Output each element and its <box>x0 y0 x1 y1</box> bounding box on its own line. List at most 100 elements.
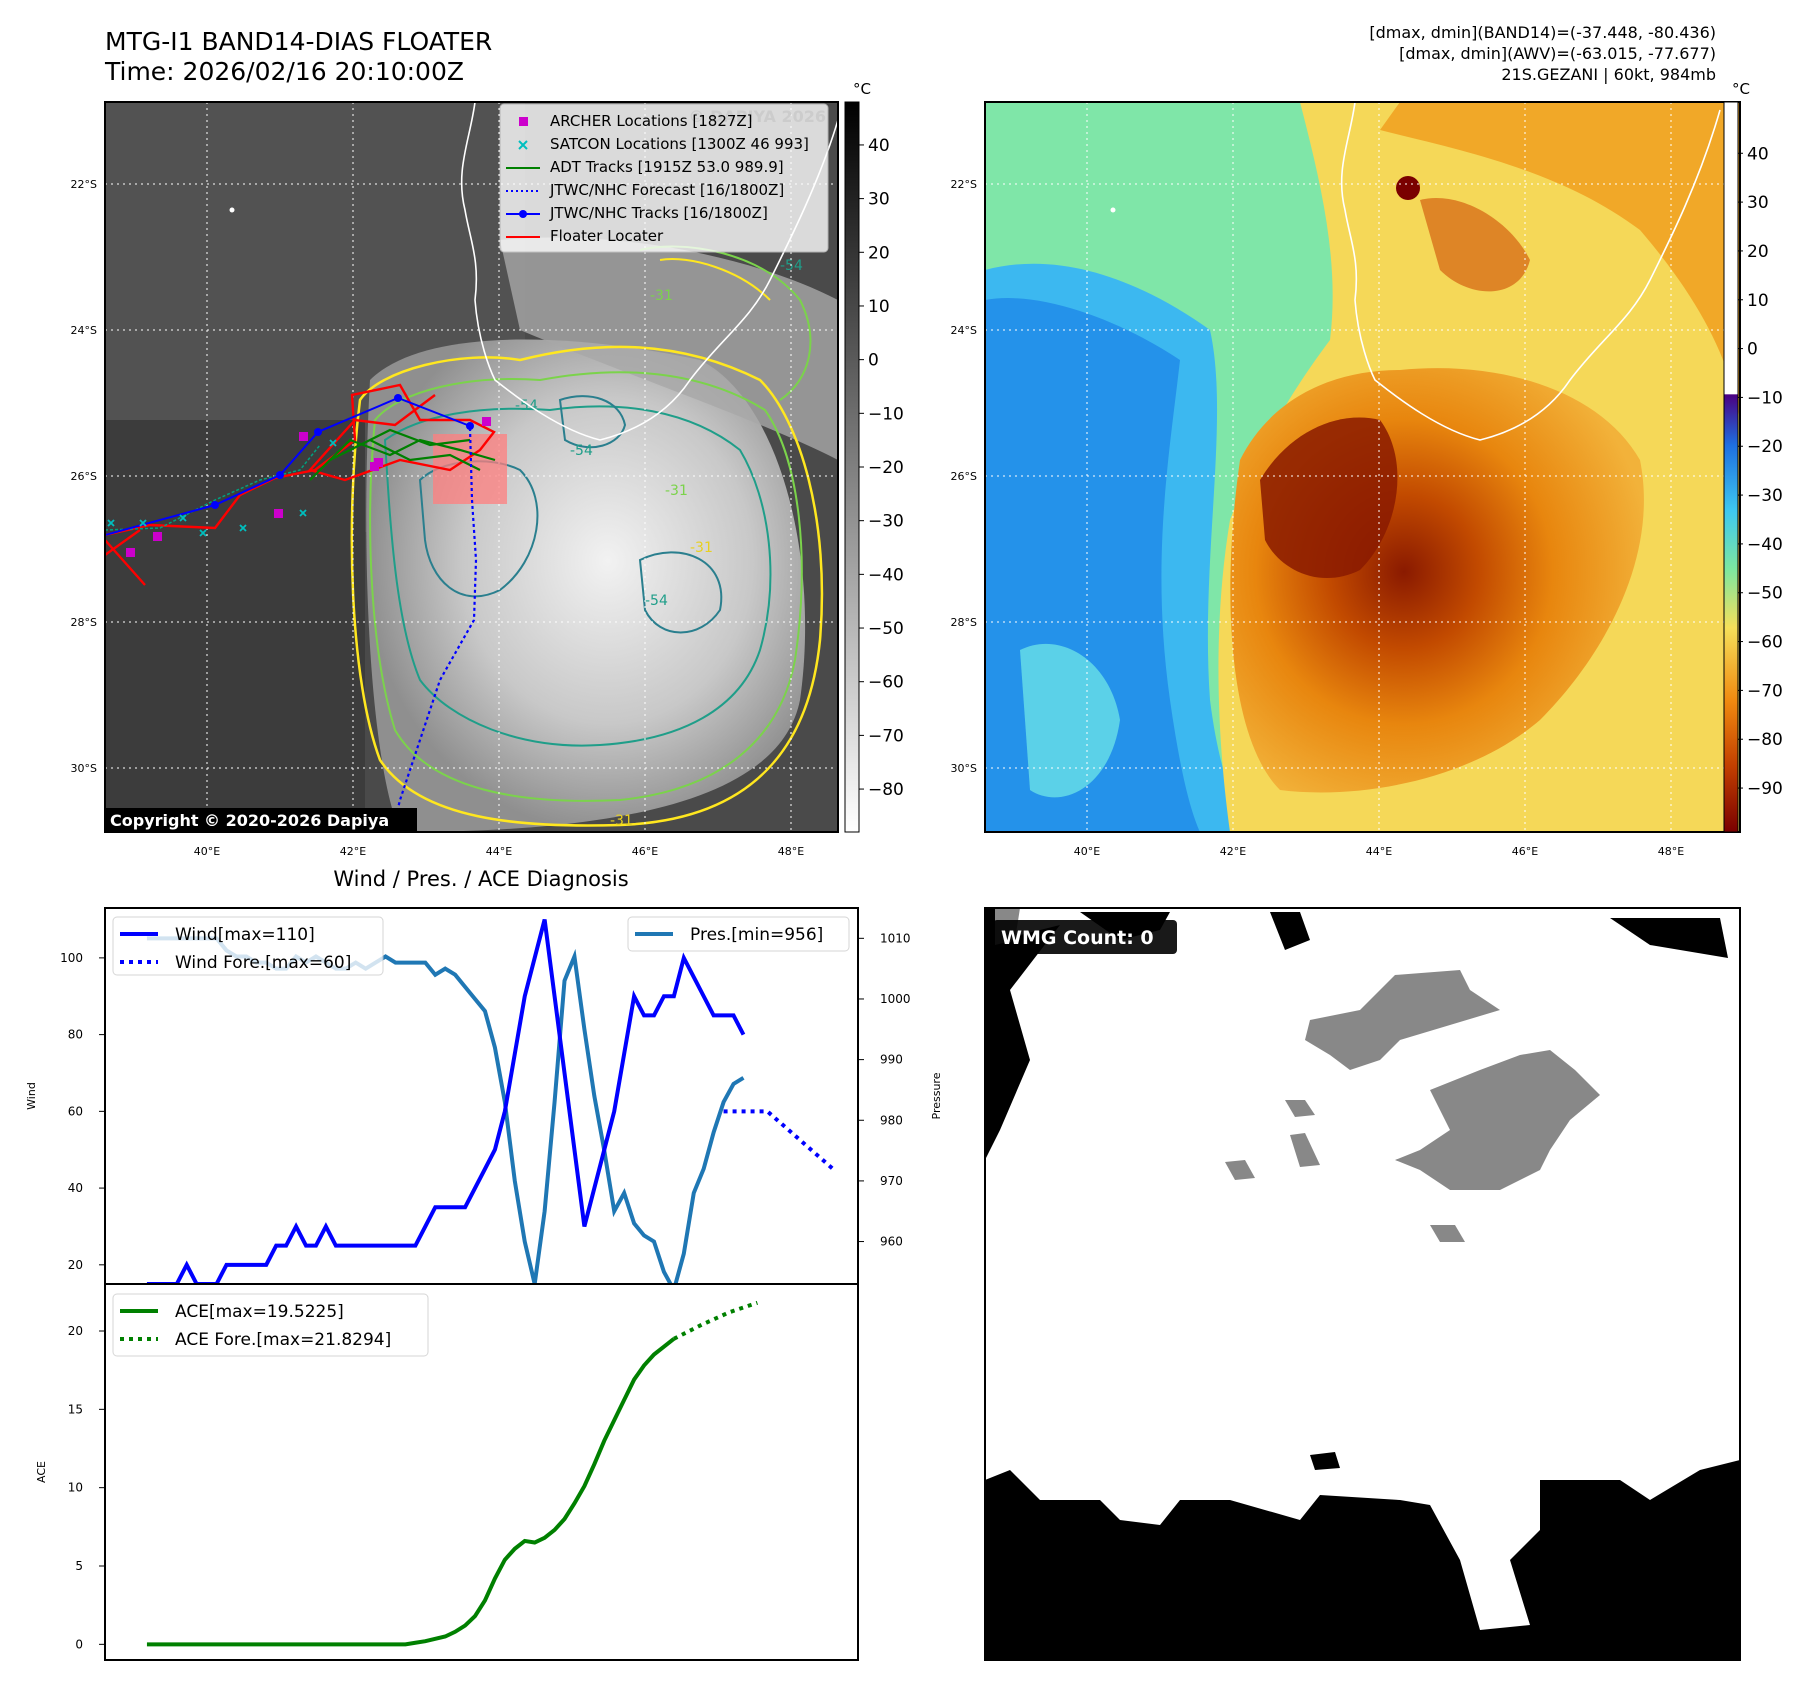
wmg-count-label: WMG Count: 0 <box>1001 927 1154 949</box>
colorbar-tick-label: −70 <box>868 726 904 746</box>
adt-track <box>309 428 496 481</box>
ace-axis-label: ACE <box>35 1461 48 1483</box>
legend-item-adt: ADT Tracks [1915Z 53.0 989.9] <box>506 158 784 176</box>
colorbar-tick-label: −50 <box>868 619 904 639</box>
legend-item-floater: Floater Locater <box>506 227 664 245</box>
colorbar-tick-label: −30 <box>1747 486 1783 506</box>
y2-tick-label: 1000 <box>880 992 911 1006</box>
lat-tick: 24°S <box>71 324 97 337</box>
stats-band14: [dmax, dmin](BAND14)=(-37.448, -80.436) <box>1369 23 1716 42</box>
lat-tick: 22°S <box>951 178 977 191</box>
y-tick-label: 0 <box>75 1637 83 1651</box>
colorbar-tick-label: −20 <box>868 458 904 478</box>
contour-label: -54 <box>645 593 668 609</box>
y-tick-label: 5 <box>75 1559 83 1573</box>
lat-tick: 26°S <box>71 470 97 483</box>
wind-legend: Wind[max=110] Wind Fore.[max=60] <box>112 916 384 976</box>
colorbar-tick-label: 20 <box>1747 242 1769 262</box>
legend-marker <box>518 140 528 150</box>
watermark: © DAPIYA 2026 <box>689 107 826 126</box>
colorbar-tick-label: −10 <box>868 404 904 424</box>
figure-title: MTG-I1 BAND14-DIAS FLOATER <box>105 27 492 56</box>
contour-label: -31 <box>690 540 713 556</box>
colorbar-unit: °C <box>1732 80 1750 98</box>
colorbar-tick-label: 0 <box>1747 340 1758 360</box>
colorbar-tick-label: −30 <box>868 512 904 532</box>
colorbar-tick-label: −60 <box>1747 633 1783 653</box>
colorbar-tick-label: −40 <box>1747 535 1783 555</box>
y-tick-label: 40 <box>68 1181 83 1195</box>
pressure-axis-label: Pressure <box>930 1072 943 1119</box>
colorbar-tick-label: −80 <box>868 780 904 800</box>
diagnosis-title: Wind / Pres. / ACE Diagnosis <box>333 867 628 891</box>
legend-label: ACE Fore.[max=21.8294] <box>175 1330 391 1350</box>
legend-item-satcon: SATCON Locations [1300Z 46 993] <box>518 135 809 153</box>
ir-gray-map: -54 -31 -54 -31 -54 -31 -54 -31 <box>105 102 838 832</box>
colorbar-tick-label: −50 <box>1747 584 1783 604</box>
pressure-legend: Pres.[min=956] <box>627 916 850 952</box>
legend-label: Floater Locater <box>550 227 664 245</box>
wind-pres-chart: 20 40 60 80 100 960 970 980 990 1000 1010 Wind Pr… <box>25 907 943 1296</box>
map1-lat-ticks: 22°S 24°S 26°S 28°S 30°S <box>71 178 97 775</box>
lon-tick: 48°E <box>778 845 804 858</box>
wmg-panel: WMG Count: 0 <box>985 908 1740 1660</box>
colorbar-tick-label: −80 <box>1747 730 1783 750</box>
colorbar-unit: °C <box>853 80 871 98</box>
colorbar-tick-label: −70 <box>1747 681 1783 701</box>
lat-tick: 30°S <box>71 762 97 775</box>
lat-tick: 22°S <box>71 178 97 191</box>
colorbar-tick-label: 10 <box>868 297 890 317</box>
lat-tick: 28°S <box>71 616 97 629</box>
ir-color-map <box>985 102 1740 832</box>
legend-label: JTWC/NHC Forecast [16/1800Z] <box>549 181 784 199</box>
lon-tick: 48°E <box>1658 845 1684 858</box>
stats-awv: [dmax, dmin](AWV)=(-63.015, -77.677) <box>1399 44 1716 63</box>
y2-tick-label: 960 <box>880 1235 903 1249</box>
colorbar-tick-label: 0 <box>868 351 879 371</box>
lon-tick: 40°E <box>194 845 220 858</box>
y-tick-label: 80 <box>68 1028 83 1042</box>
legend-marker <box>519 210 527 218</box>
contour-label: -31 <box>610 813 633 829</box>
map2-lat-ticks: 22°S 24°S 26°S 28°S 30°S <box>951 178 977 775</box>
y2-tick-label: 1010 <box>880 931 911 945</box>
legend-label: JTWC/NHC Tracks [16/1800Z] <box>549 204 768 222</box>
y-tick-label: 60 <box>68 1104 83 1118</box>
jtwc-track <box>105 396 471 536</box>
lat-tick: 24°S <box>951 324 977 337</box>
legend-label: Wind Fore.[max=60] <box>175 953 351 973</box>
ace-forecast-line <box>672 1300 759 1341</box>
legend-label: Wind[max=110] <box>175 925 315 945</box>
map1-lon-ticks: 40°E 42°E 44°E 46°E 48°E <box>194 845 804 858</box>
contour-label: -31 <box>665 483 688 499</box>
colorbar-tick-label: −20 <box>1747 437 1783 457</box>
wind-axis-label: Wind <box>25 1082 38 1110</box>
colorbar-tick-label: −90 <box>1747 779 1783 799</box>
lon-tick: 40°E <box>1074 845 1100 858</box>
ace-chart: 0 5 10 15 20 ACE ACE[max=19.5225] ACE Fore.[… <box>35 1283 859 1661</box>
lon-tick: 44°E <box>1366 845 1392 858</box>
y-tick-label: 10 <box>68 1481 83 1495</box>
lon-tick: 42°E <box>1220 845 1246 858</box>
colorbar-tick-label: 40 <box>1747 144 1769 164</box>
legend-label: SATCON Locations [1300Z 46 993] <box>550 135 809 153</box>
lat-tick: 26°S <box>951 470 977 483</box>
y-tick-label: 100 <box>60 951 83 965</box>
lon-tick: 46°E <box>1512 845 1538 858</box>
lon-tick: 42°E <box>340 845 366 858</box>
stats-storm: 21S.GEZANI | 60kt, 984mb <box>1501 65 1716 84</box>
colorbar-tick-label: 30 <box>1747 193 1769 213</box>
red-track <box>105 383 496 537</box>
ace-legend: ACE[max=19.5225] ACE Fore.[max=21.8294] <box>112 1293 429 1357</box>
contour-label: -31 <box>650 288 673 304</box>
colorbar-tick-label: −60 <box>868 673 904 693</box>
legend-label: ADT Tracks [1915Z 53.0 989.9] <box>550 158 784 176</box>
legend-item-forecast: JTWC/NHC Forecast [16/1800Z] <box>506 181 784 199</box>
legend-label: Pres.[min=956] <box>690 925 823 945</box>
colorbar-tick-label: 10 <box>1747 291 1769 311</box>
y2-tick-label: 980 <box>880 1113 903 1127</box>
color-colorbar: °C 40 30 20 10 0 −10 −20 −30 −40 −50 −60 −70 −80 −90 <box>1723 80 1783 833</box>
colorbar-tick-label: −40 <box>868 565 904 585</box>
figure-time: Time: 2026/02/16 20:10:00Z <box>104 57 464 86</box>
